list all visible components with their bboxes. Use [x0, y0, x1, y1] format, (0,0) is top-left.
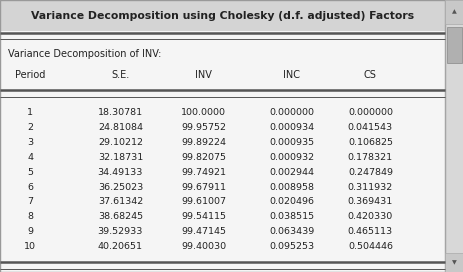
Bar: [0, 31, 445, 272]
Text: 0.038515: 0.038515: [269, 212, 314, 221]
Bar: [445, 0, 463, 272]
Text: 0.247849: 0.247849: [348, 168, 393, 177]
Text: 1: 1: [27, 108, 33, 117]
Text: 6: 6: [27, 183, 33, 191]
Text: INV: INV: [195, 70, 212, 80]
Text: 10: 10: [24, 242, 36, 251]
Text: 2: 2: [27, 123, 33, 132]
Bar: [445, 0, 463, 24]
Text: 0.041543: 0.041543: [348, 123, 393, 132]
Text: S.E.: S.E.: [111, 70, 130, 80]
Text: INC: INC: [283, 70, 300, 80]
Text: 0.000000: 0.000000: [269, 108, 314, 117]
Text: 5: 5: [27, 168, 33, 177]
Text: 37.61342: 37.61342: [98, 197, 143, 206]
Text: 0.369431: 0.369431: [348, 197, 393, 206]
Text: 99.40030: 99.40030: [181, 242, 226, 251]
Text: 0.020496: 0.020496: [269, 197, 314, 206]
Text: 0.178321: 0.178321: [348, 153, 393, 162]
Text: ▼: ▼: [452, 260, 457, 265]
Text: 0.420330: 0.420330: [348, 212, 393, 221]
Text: Variance Decomposition using Cholesky (d.f. adjusted) Factors: Variance Decomposition using Cholesky (d…: [31, 11, 414, 21]
Text: 40.20651: 40.20651: [98, 242, 143, 251]
Text: 0.095253: 0.095253: [269, 242, 314, 251]
Text: 0.002944: 0.002944: [269, 168, 314, 177]
Text: 0.000000: 0.000000: [348, 108, 393, 117]
Text: 99.61007: 99.61007: [181, 197, 226, 206]
Text: 0.106825: 0.106825: [348, 138, 393, 147]
Text: 7: 7: [27, 197, 33, 206]
Text: 8: 8: [27, 212, 33, 221]
Text: 99.95752: 99.95752: [181, 123, 226, 132]
Text: 24.81084: 24.81084: [98, 123, 143, 132]
Text: 18.30781: 18.30781: [98, 108, 143, 117]
Text: 0.000935: 0.000935: [269, 138, 314, 147]
Bar: [445, 253, 463, 272]
Text: 0.000934: 0.000934: [269, 123, 314, 132]
Text: 4: 4: [27, 153, 33, 162]
Text: 38.68245: 38.68245: [98, 212, 143, 221]
Text: 99.82075: 99.82075: [181, 153, 226, 162]
Text: 100.0000: 100.0000: [181, 108, 226, 117]
Text: 99.47145: 99.47145: [181, 227, 226, 236]
Text: 29.10212: 29.10212: [98, 138, 143, 147]
Bar: [445, 0, 463, 272]
Text: CS: CS: [364, 70, 377, 80]
Text: 32.18731: 32.18731: [98, 153, 143, 162]
Text: 0.008958: 0.008958: [269, 183, 314, 191]
Text: 0.504446: 0.504446: [348, 242, 393, 251]
Text: 9: 9: [27, 227, 33, 236]
Bar: [0, 0, 445, 31]
Bar: [447, 27, 462, 63]
Text: 99.74921: 99.74921: [181, 168, 226, 177]
Text: 0.311932: 0.311932: [348, 183, 393, 191]
Text: ▲: ▲: [452, 10, 457, 15]
Text: 0.000932: 0.000932: [269, 153, 314, 162]
Text: 0.063439: 0.063439: [269, 227, 314, 236]
Text: 99.89224: 99.89224: [181, 138, 226, 147]
Text: 3: 3: [27, 138, 33, 147]
Text: 0.465113: 0.465113: [348, 227, 393, 236]
Text: Period: Period: [15, 70, 45, 80]
Text: 39.52933: 39.52933: [98, 227, 143, 236]
Text: 34.49133: 34.49133: [98, 168, 143, 177]
Text: 99.54115: 99.54115: [181, 212, 226, 221]
Text: 36.25023: 36.25023: [98, 183, 143, 191]
Text: Variance Decomposition of INV:: Variance Decomposition of INV:: [8, 50, 162, 59]
Text: 99.67911: 99.67911: [181, 183, 226, 191]
